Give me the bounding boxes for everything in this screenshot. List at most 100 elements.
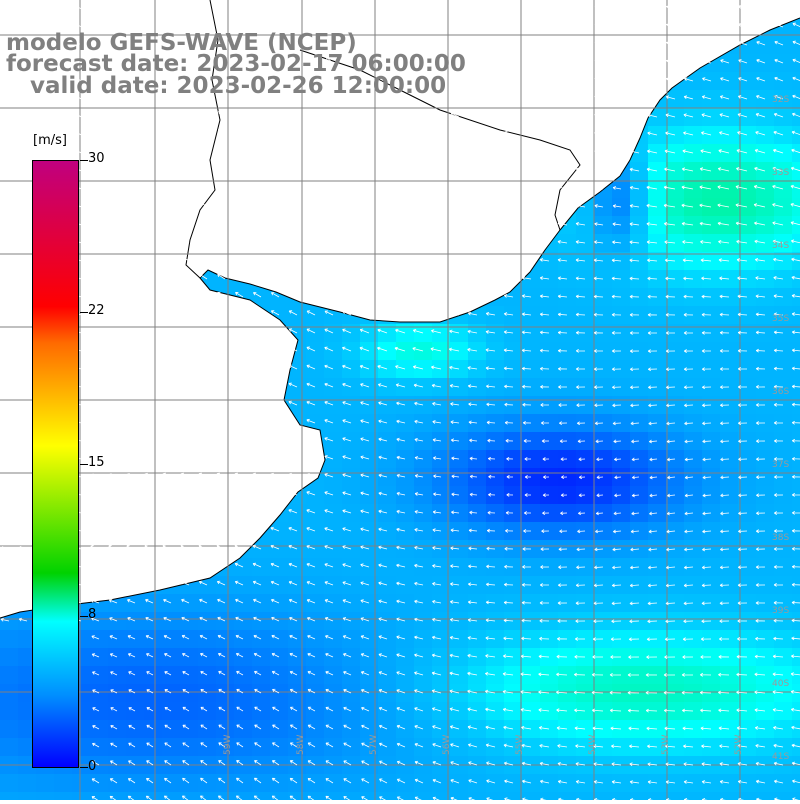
wind-vector	[468, 257, 478, 262]
wind-vector	[234, 418, 244, 424]
wind-vector	[450, 420, 460, 425]
wind-vector	[594, 113, 604, 118]
wind-vector	[522, 131, 532, 136]
wind-vector	[450, 112, 460, 118]
wind-vector	[576, 385, 586, 389]
wind-vector	[432, 275, 442, 280]
wind-vector	[126, 436, 136, 442]
lon-label: 54W	[588, 735, 598, 755]
wind-vector	[575, 294, 586, 299]
wind-vector	[126, 292, 136, 298]
wind-vector	[450, 438, 460, 443]
wind-vector	[289, 219, 298, 226]
wind-vector	[325, 219, 334, 226]
wind-vector	[557, 149, 568, 154]
wind-vector	[521, 276, 532, 280]
wind-vector	[701, 276, 712, 281]
wind-vector	[0, 401, 10, 406]
wind-vector	[522, 384, 532, 389]
wind-vector	[145, 255, 154, 262]
wind-vector	[307, 183, 316, 190]
wind-vector	[236, 92, 244, 100]
wind-vector	[109, 56, 118, 64]
wind-vector	[109, 219, 118, 226]
wind-vector	[289, 110, 298, 118]
wind-vector	[522, 4, 532, 10]
wind-vector	[718, 258, 730, 262]
wind-vector	[449, 365, 460, 370]
wind-vector	[235, 219, 244, 226]
wind-vector	[575, 222, 586, 226]
wind-vector	[684, 403, 694, 408]
wind-vector	[307, 201, 316, 208]
wind-vector	[559, 439, 568, 444]
wind-vector	[361, 57, 370, 64]
wind-vector	[397, 57, 406, 64]
wind-vector	[128, 74, 136, 82]
wind-vector	[252, 310, 262, 316]
wind-vector	[468, 184, 478, 190]
wind-vector	[289, 255, 298, 262]
wind-vector	[0, 238, 10, 244]
wind-speed-cell	[792, 54, 800, 72]
wind-vector	[306, 292, 316, 298]
wind-vector	[271, 237, 280, 244]
wind-vector	[648, 385, 658, 390]
wind-vector	[648, 41, 658, 46]
wind-vector	[288, 292, 298, 298]
wind-vector	[325, 38, 334, 46]
lat-label: 41S	[772, 752, 789, 762]
wind-vector	[774, 40, 784, 46]
wind-vector	[521, 312, 532, 317]
wind-vector	[720, 5, 730, 10]
wind-vector	[666, 77, 676, 82]
wind-vector	[468, 4, 478, 10]
wind-vector	[558, 41, 568, 46]
wind-vector	[163, 183, 172, 190]
wind-vector	[162, 436, 172, 442]
wind-vector	[19, 75, 28, 82]
wind-vector	[753, 203, 766, 208]
wind-vector	[144, 346, 154, 352]
wind-vector	[235, 255, 244, 262]
wind-vector	[288, 400, 298, 406]
wind-vector	[415, 112, 424, 118]
wind-vector	[684, 41, 694, 46]
wind-vector	[504, 275, 514, 280]
wind-vector	[200, 92, 208, 100]
wind-vector	[18, 148, 28, 154]
wind-vector	[394, 346, 406, 352]
wind-vector	[252, 364, 262, 370]
wind-vector	[664, 149, 676, 154]
wind-vector	[593, 349, 604, 353]
wind-vector	[18, 329, 28, 334]
wind-vector	[681, 185, 694, 190]
wind-vector	[754, 221, 766, 226]
wind-vector	[361, 39, 370, 46]
wind-vector	[198, 346, 208, 352]
wind-vector	[720, 421, 730, 426]
wind-vector	[254, 38, 262, 46]
wind-vector	[503, 348, 514, 353]
wind-vector	[755, 366, 766, 371]
wind-vector	[412, 329, 424, 334]
wind-vector	[325, 129, 334, 136]
wind-vector	[396, 401, 406, 406]
wind-vector	[594, 167, 604, 172]
lat-label: 37S	[772, 460, 789, 470]
wind-vector	[522, 76, 532, 82]
wind-vector	[377, 328, 388, 334]
wind-vector	[701, 312, 712, 317]
wind-speed-cell	[792, 72, 800, 90]
wind-vector	[719, 113, 730, 118]
colorbar-tick	[80, 312, 88, 313]
wind-speed-cell	[792, 108, 800, 126]
wind-vector	[790, 239, 800, 244]
wind-vector	[128, 56, 136, 64]
wind-vector	[773, 130, 784, 136]
wind-vector	[55, 21, 64, 28]
wind-vector	[717, 185, 730, 190]
wind-vector	[486, 402, 496, 407]
wind-vector	[307, 237, 316, 244]
